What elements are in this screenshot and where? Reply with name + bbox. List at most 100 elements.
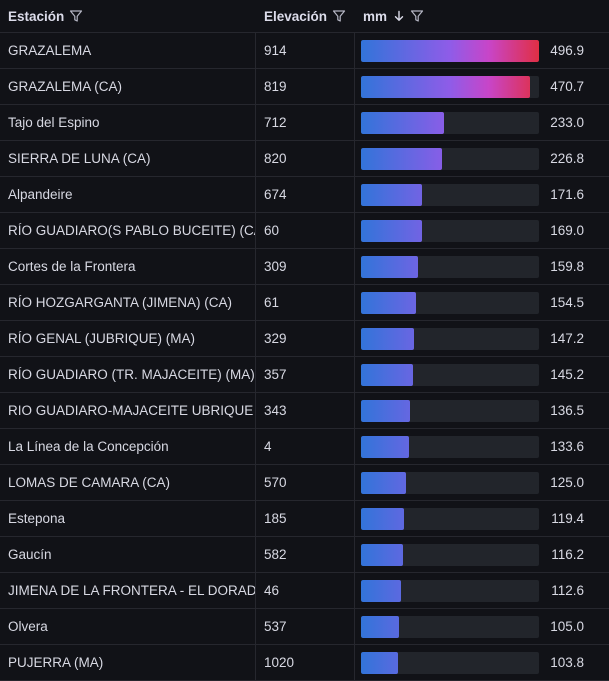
table-row[interactable]: Gaucín 582 116.2 <box>0 536 609 573</box>
bar-gauge-fill <box>361 363 413 386</box>
elevation-cell: 60 <box>256 212 355 249</box>
mm-value: 136.5 <box>550 403 584 418</box>
table-row[interactable]: Alpandeire 674 171.6 <box>0 176 609 213</box>
column-header-station-label[interactable]: Estación <box>8 8 65 24</box>
bar-gauge-track <box>361 651 539 674</box>
filter-icon[interactable] <box>332 9 346 23</box>
bar-gauge-fill <box>361 183 422 206</box>
bar-gauge-fill <box>361 471 406 494</box>
elevation-cell: 309 <box>256 248 355 285</box>
mm-cell: 154.5 <box>355 285 609 321</box>
column-header-mm-label[interactable]: mm <box>363 8 388 24</box>
station-cell: Cortes de la Frontera <box>0 248 256 285</box>
station-cell: RÍO GUADIARO(S PABLO BUCEITE) (CA) <box>0 212 256 249</box>
bar-gauge-track <box>361 579 539 602</box>
station-cell: RÍO GENAL (JUBRIQUE) (MA) <box>0 320 256 357</box>
table-row[interactable]: RÍO HOZGARGANTA (JIMENA) (CA) 61 154.5 <box>0 284 609 321</box>
table-row[interactable]: RIO GUADIARO-MAJACEITE UBRIQUE 343 136.5 <box>0 392 609 429</box>
bar-gauge-track <box>361 255 539 278</box>
mm-cell: 496.9 <box>355 33 609 69</box>
arrow-down-icon[interactable] <box>393 10 405 22</box>
mm-cell: 103.8 <box>355 645 609 681</box>
mm-value: 169.0 <box>550 223 584 238</box>
table-row[interactable]: SIERRA DE LUNA (CA) 820 226.8 <box>0 140 609 177</box>
filter-icon[interactable] <box>69 9 83 23</box>
mm-value: 112.6 <box>551 583 584 598</box>
filter-icon[interactable] <box>410 9 424 23</box>
mm-cell: 133.6 <box>355 429 609 465</box>
table-body: GRAZALEMA 914 496.9 GRAZALEMA (CA) 819 4… <box>0 32 609 681</box>
table-row[interactable]: PUJERRA (MA) 1020 103.8 <box>0 644 609 681</box>
mm-cell: 112.6 <box>355 573 609 609</box>
mm-value: 159.8 <box>550 259 584 274</box>
mm-value: 125.0 <box>550 475 584 490</box>
bar-gauge-fill <box>361 75 530 98</box>
station-cell: JIMENA DE LA FRONTERA - EL DORADO <box>0 572 256 609</box>
table-header: Estación Elevación mm <box>0 0 609 33</box>
elevation-cell: 570 <box>256 464 355 501</box>
bar-gauge-track <box>361 399 539 422</box>
elevation-cell: 329 <box>256 320 355 357</box>
mm-cell: 136.5 <box>355 393 609 429</box>
bar-gauge-fill <box>361 435 409 458</box>
elevation-cell: 582 <box>256 536 355 573</box>
mm-cell: 105.0 <box>355 609 609 645</box>
bar-gauge-fill <box>361 39 539 62</box>
mm-cell: 470.7 <box>355 69 609 105</box>
table-row[interactable]: La Línea de la Concepción 4 133.6 <box>0 428 609 465</box>
table-row[interactable]: Olvera 537 105.0 <box>0 608 609 645</box>
column-header-mm[interactable]: mm <box>355 0 609 32</box>
elevation-cell: 61 <box>256 284 355 321</box>
bar-gauge-fill <box>361 507 404 530</box>
bar-gauge-fill <box>361 111 444 134</box>
station-cell: PUJERRA (MA) <box>0 644 256 681</box>
elevation-cell: 4 <box>256 428 355 465</box>
bar-gauge-fill <box>361 579 401 602</box>
table-row[interactable]: RÍO GENAL (JUBRIQUE) (MA) 329 147.2 <box>0 320 609 357</box>
station-cell: RIO GUADIARO-MAJACEITE UBRIQUE <box>0 392 256 429</box>
table-row[interactable]: LOMAS DE CAMARA (CA) 570 125.0 <box>0 464 609 501</box>
elevation-cell: 1020 <box>256 644 355 681</box>
elevation-cell: 820 <box>256 140 355 177</box>
mm-value: 103.8 <box>550 655 584 670</box>
bar-gauge-fill <box>361 147 442 170</box>
mm-cell: 159.8 <box>355 249 609 285</box>
elevation-cell: 819 <box>256 68 355 105</box>
bar-gauge-fill <box>361 543 403 566</box>
mm-value: 119.4 <box>551 511 584 526</box>
elevation-cell: 357 <box>256 356 355 393</box>
table-row[interactable]: Estepona 185 119.4 <box>0 500 609 537</box>
table-row[interactable]: GRAZALEMA (CA) 819 470.7 <box>0 68 609 105</box>
elevation-cell: 46 <box>256 572 355 609</box>
bar-gauge-track <box>361 219 539 242</box>
station-cell: SIERRA DE LUNA (CA) <box>0 140 256 177</box>
station-cell: Tajo del Espino <box>0 104 256 141</box>
elevation-cell: 914 <box>256 32 355 69</box>
mm-value: 226.8 <box>550 151 584 166</box>
column-header-elevation-label[interactable]: Elevación <box>264 8 328 24</box>
table-row[interactable]: Cortes de la Frontera 309 159.8 <box>0 248 609 285</box>
station-cell: GRAZALEMA (CA) <box>0 68 256 105</box>
bar-gauge-track <box>361 543 539 566</box>
bar-gauge-track <box>361 75 539 98</box>
table-row[interactable]: Tajo del Espino 712 233.0 <box>0 104 609 141</box>
column-header-elevation[interactable]: Elevación <box>256 0 355 32</box>
table-row[interactable]: JIMENA DE LA FRONTERA - EL DORADO 46 112… <box>0 572 609 609</box>
mm-cell: 233.0 <box>355 105 609 141</box>
bar-gauge-fill <box>361 399 410 422</box>
mm-cell: 171.6 <box>355 177 609 213</box>
table-row[interactable]: RÍO GUADIARO (TR. MAJACEITE) (MA) 357 14… <box>0 356 609 393</box>
station-cell: LOMAS DE CAMARA (CA) <box>0 464 256 501</box>
elevation-cell: 537 <box>256 608 355 645</box>
mm-value: 470.7 <box>550 79 584 94</box>
table-row[interactable]: RÍO GUADIARO(S PABLO BUCEITE) (CA) 60 16… <box>0 212 609 249</box>
table-row[interactable]: GRAZALEMA 914 496.9 <box>0 32 609 69</box>
mm-value: 171.6 <box>550 187 584 202</box>
column-header-station[interactable]: Estación <box>0 0 256 32</box>
bar-gauge-track <box>361 291 539 314</box>
bar-gauge-track <box>361 507 539 530</box>
mm-value: 116.2 <box>551 547 584 562</box>
elevation-cell: 343 <box>256 392 355 429</box>
bar-gauge-track <box>361 111 539 134</box>
station-cell: GRAZALEMA <box>0 32 256 69</box>
